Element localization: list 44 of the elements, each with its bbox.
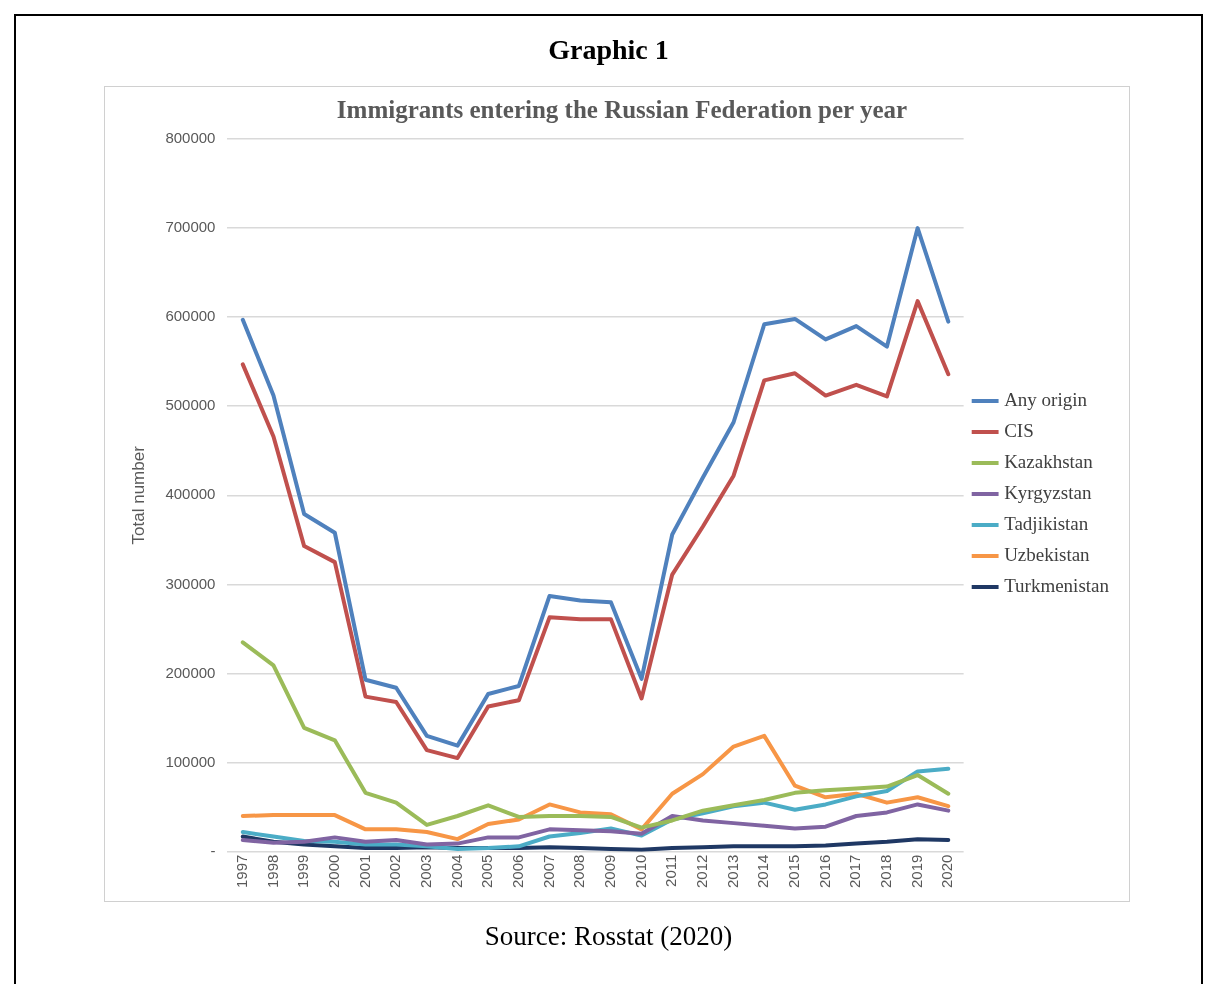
x-tick-label: 2017 [846, 854, 864, 889]
y-tick-label: 300000 [165, 574, 216, 592]
x-tick-label: 2007 [539, 854, 557, 889]
x-tick-label: 2014 [754, 854, 772, 889]
x-tick-label: 2018 [877, 854, 895, 889]
x-tick-label: 2020 [938, 854, 956, 889]
x-tick-label: 2000 [324, 854, 342, 889]
x-tick-label: 1999 [294, 854, 312, 889]
x-tick-label: 1997 [232, 854, 250, 889]
chart-title: Graphic 1 [547, 34, 670, 66]
x-tick-label: 2010 [631, 854, 649, 889]
x-tick-label: 2012 [693, 854, 711, 889]
chart-subtitle: Immigrants entering the Russian Federation per year [336, 96, 908, 124]
legend-label: Uzbekistan [1004, 543, 1091, 565]
x-tick-label: 2015 [785, 854, 803, 889]
x-tick-label: 1998 [263, 854, 281, 889]
x-tick-label: 2016 [815, 854, 833, 889]
x-tick-label: 2009 [601, 854, 619, 889]
y-tick-label: 500000 [165, 396, 216, 414]
x-tick-label: 2005 [478, 854, 496, 889]
legend-label: CIS [1004, 419, 1034, 441]
legend-label: Kazakhstan [1004, 450, 1094, 472]
y-tick-label: 600000 [165, 307, 216, 325]
y-tick-label: 800000 [165, 129, 216, 147]
x-tick-label: 2004 [447, 854, 465, 889]
x-tick-label: 2002 [386, 854, 404, 889]
x-tick-label: 2008 [570, 854, 588, 889]
y-tick-label: 200000 [165, 663, 216, 681]
x-tick-label: 2013 [723, 854, 741, 889]
x-tick-label: 2006 [509, 854, 526, 889]
x-tick-label: 2019 [907, 854, 925, 889]
x-tick-label: 2003 [416, 854, 434, 889]
source-note: Source: Rosstat (2020) [483, 921, 734, 952]
legend-label: Tadjikistan [1004, 512, 1089, 534]
legend-label: Any origin [1004, 388, 1088, 410]
x-tick-label: 2011 [662, 854, 680, 887]
y-tick-label: 400000 [165, 485, 216, 503]
y-tick-label: 700000 [165, 218, 216, 236]
legend-label: Turkmenistan [1004, 574, 1110, 596]
y-axis-title: Total number [128, 445, 148, 545]
x-tick-label: 2001 [355, 854, 373, 889]
y-tick-label: 100000 [165, 752, 216, 770]
legend-label: Kyrgyzstan [1004, 481, 1092, 503]
y-tick-label: - [210, 841, 216, 859]
